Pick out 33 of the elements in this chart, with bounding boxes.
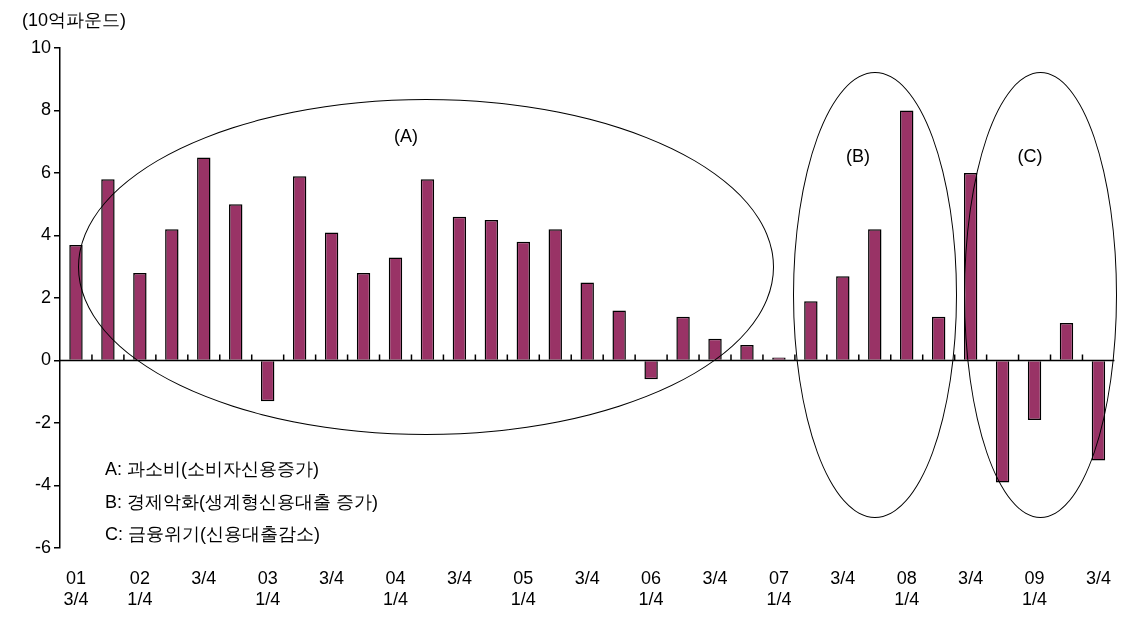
x-tick-label: 02 1/4 <box>127 567 153 610</box>
annotation: B: 경제악화(생계형신용대출 증가) <box>105 491 378 512</box>
x-tick-label: 3/4 <box>958 567 984 588</box>
y-tick-label: 2 <box>40 286 51 307</box>
x-tick-label: 3/4 <box>446 567 472 588</box>
y-tick-label: 0 <box>40 349 51 370</box>
x-tick-label: 09 1/4 <box>1022 567 1048 610</box>
x-tick-label: 3/4 <box>574 567 600 588</box>
y-tick-label: 4 <box>40 224 51 245</box>
annotation: C: 금융위기(신용대출감소) <box>105 523 320 544</box>
y-tick-label: 6 <box>40 161 51 182</box>
x-tick-label: 07 1/4 <box>766 567 792 610</box>
x-tick-label: 3/4 <box>1085 567 1111 588</box>
x-tick-label: 3/4 <box>191 567 217 588</box>
x-tick-label: 03 1/4 <box>255 567 281 610</box>
y-tick-label: -4 <box>34 474 51 495</box>
x-tick-label: 05 1/4 <box>510 567 536 610</box>
annotation: (C) <box>1017 145 1043 166</box>
x-tick-label: 3/4 <box>702 567 728 588</box>
x-tick-label: 3/4 <box>319 567 345 588</box>
y-tick-label: -6 <box>34 536 51 557</box>
annotation: (B) <box>846 145 870 166</box>
x-tick-label: 01 3/4 <box>63 567 89 610</box>
x-tick-label: 08 1/4 <box>894 567 920 610</box>
x-tick-label: 3/4 <box>830 567 856 588</box>
y-tick-label: -2 <box>34 411 51 432</box>
annotation: (A) <box>394 125 418 146</box>
y-axis-title: (10억파운드) <box>22 9 127 32</box>
x-tick-label: 04 1/4 <box>382 567 409 610</box>
y-tick-label: 10 <box>30 36 51 57</box>
y-tick-label: 8 <box>40 99 51 120</box>
annotation: A: 과소비(소비자신용증가) <box>105 458 319 479</box>
x-tick-label: 06 1/4 <box>638 567 664 610</box>
